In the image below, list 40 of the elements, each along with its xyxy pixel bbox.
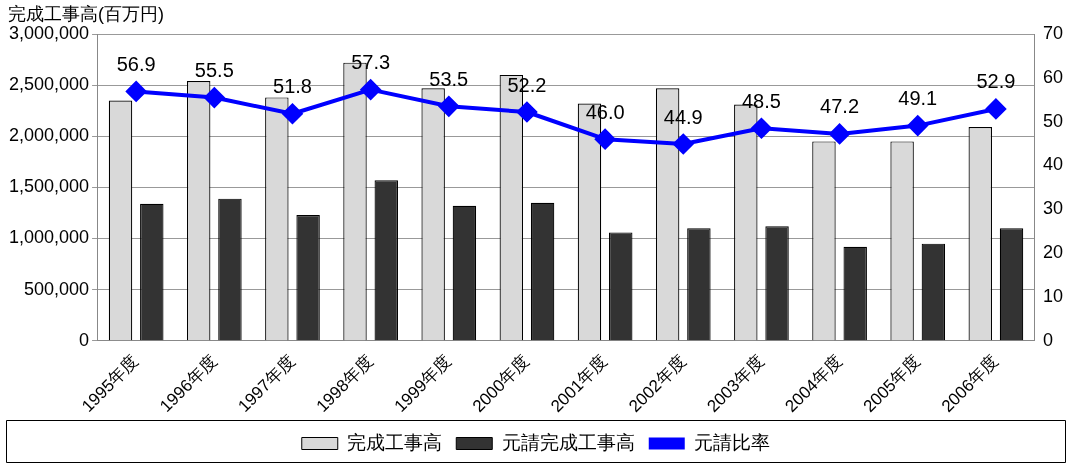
y-tick-label: 3,000,000 [9, 22, 90, 43]
point [204, 87, 225, 108]
y2-tick-label: 30 [1042, 198, 1064, 219]
data-label: 47.2 [820, 95, 860, 118]
y-tick-label: 2,500,000 [9, 74, 90, 95]
legend-label: 元請比率 [694, 431, 771, 453]
legend-label: 元請完成工事高 [501, 431, 635, 453]
y2-tick-label: 20 [1042, 242, 1064, 263]
y2-tick-label: 0 [1042, 329, 1053, 350]
y2-tick-label: 50 [1042, 110, 1064, 131]
point [751, 118, 772, 139]
point [673, 134, 694, 155]
y2-tick-label: 60 [1042, 66, 1064, 87]
data-label: 55.5 [194, 59, 234, 82]
y-tick-label: 2,000,000 [9, 125, 90, 146]
y-tick-label: 0 [79, 329, 90, 350]
point [282, 103, 303, 124]
data-label: 53.5 [429, 67, 469, 90]
y-tick-label: 1,000,000 [9, 227, 90, 248]
point [438, 96, 459, 117]
point [360, 79, 381, 100]
data-label: 57.3 [351, 51, 391, 74]
point [985, 98, 1006, 119]
y-tick-label: 500,000 [24, 278, 90, 299]
y-axis-title: 完成工事高(百万円) [8, 3, 164, 24]
data-label: 48.5 [741, 89, 781, 112]
y-tick-label: 1,500,000 [9, 176, 90, 197]
data-label: 52.9 [976, 70, 1016, 93]
point [516, 102, 537, 123]
data-label: 49.1 [898, 87, 938, 110]
point [595, 129, 616, 150]
point [126, 81, 147, 102]
legend-label: 完成工事高 [347, 431, 443, 453]
point [907, 115, 928, 136]
y2-tick-label: 40 [1042, 154, 1064, 175]
y2-tick-label: 10 [1042, 285, 1064, 306]
point [829, 123, 850, 144]
data-label: 51.8 [273, 75, 312, 98]
data-label: 56.9 [116, 52, 156, 75]
y2-tick-label: 70 [1042, 22, 1064, 43]
